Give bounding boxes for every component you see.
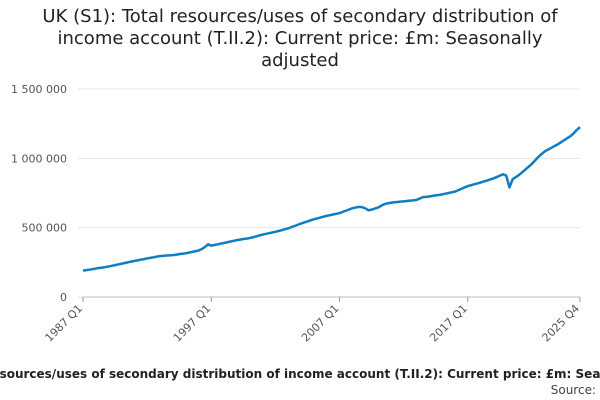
y-tick-label: 1 000 000 bbox=[11, 152, 67, 165]
x-tick-label: 1997 Q1 bbox=[171, 302, 214, 345]
source: Source: bbox=[551, 383, 596, 397]
chart-title: UK (S1): Total resources/uses of seconda… bbox=[42, 6, 558, 71]
y-tick-label: 1 500 000 bbox=[11, 83, 67, 96]
x-tick-label: 2017 Q1 bbox=[427, 302, 470, 345]
x-tick-label: 2025 Q4 bbox=[540, 302, 583, 345]
x-tick-label: 1987 Q1 bbox=[43, 302, 86, 345]
y-tick-label: 0 bbox=[60, 291, 67, 304]
data-line bbox=[82, 126, 581, 272]
x-tick-label: 2007 Q1 bbox=[299, 302, 342, 345]
y-tick-label: 500 000 bbox=[22, 222, 68, 235]
x-axis-label: UK (S1): Total resources/uses of seconda… bbox=[0, 367, 600, 381]
